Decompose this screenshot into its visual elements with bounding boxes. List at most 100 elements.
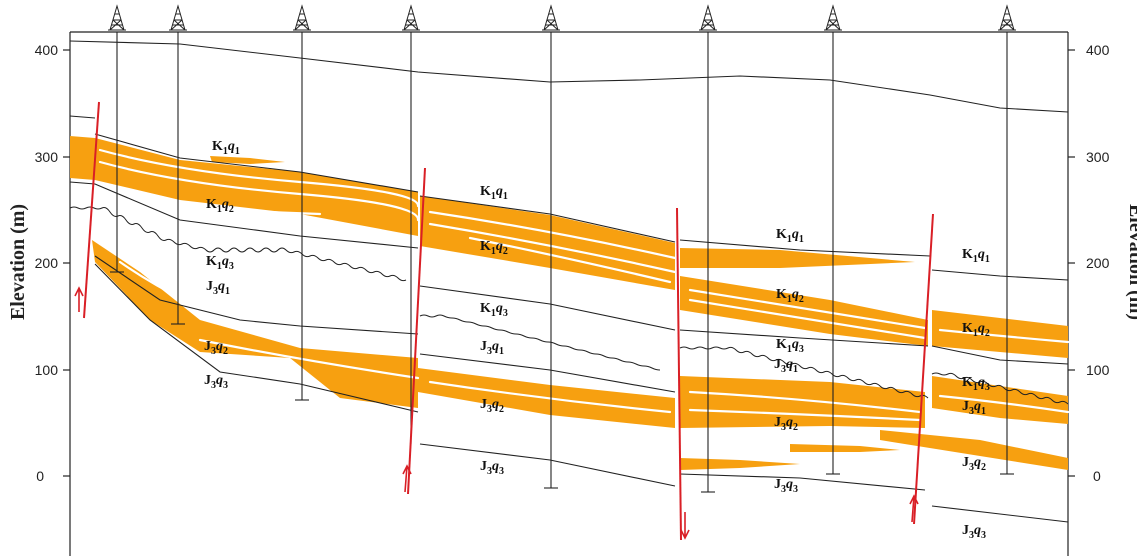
y-axis-title-left: Elevation (m) <box>7 204 29 320</box>
derrick-icon <box>824 4 842 31</box>
derrick-icon <box>169 4 187 31</box>
horizon-k1q2-base-2 <box>419 285 676 331</box>
tick-labels-right: 400 300 200 100 0 <box>1086 42 1110 484</box>
unit-label-j3q1-a: J3q1 <box>206 279 230 297</box>
derrick-icon <box>108 4 126 31</box>
unit-label-j3q2-d: J3q2 <box>962 455 986 473</box>
tick-label-200: 200 <box>35 255 59 271</box>
unit-label-k1q2-b: K1q2 <box>480 239 508 257</box>
fault-3 <box>676 207 682 541</box>
well-3 <box>295 32 309 401</box>
horizon-j3q3-top-4 <box>931 505 1069 523</box>
unit-label-j3q2-a: J3q2 <box>204 339 228 357</box>
tick-label-right-400: 400 <box>1086 42 1110 58</box>
fault-arrows <box>74 286 919 540</box>
interbed-8 <box>688 298 927 340</box>
interbed-12 <box>428 380 672 414</box>
unit-label-j3q2-b: J3q2 <box>480 397 504 415</box>
interbed-2 <box>98 160 420 222</box>
horizon-k1q1-top-1 <box>69 115 419 193</box>
unit-label-k1q1-d: K1q1 <box>962 247 990 265</box>
well-8 <box>1000 32 1014 475</box>
unit-label-k1q3-b: K1q3 <box>480 301 508 319</box>
sand-j3q2-block3-lens <box>680 458 800 470</box>
unit-label-k1q3-a: K1q3 <box>206 254 234 272</box>
interbed-9 <box>938 328 1070 344</box>
interbed-10 <box>118 260 302 342</box>
fault-4 <box>913 213 934 525</box>
horizon-k1q1-base-3 <box>679 239 931 257</box>
unit-label-k1q2-c: K1q2 <box>776 287 804 305</box>
arrow-up-icon <box>74 286 84 312</box>
tick-labels-left: 400 300 200 100 0 <box>35 42 59 484</box>
unit-label-j3q3-b: J3q3 <box>480 459 504 477</box>
unit-label-j3q3-d: J3q3 <box>962 523 986 541</box>
unit-label-j3q1-d: J3q1 <box>962 399 986 417</box>
horizon-k1q1-base-4 <box>931 269 1069 281</box>
interbed-13 <box>688 390 922 414</box>
arrow-up-icon <box>402 464 412 493</box>
unconformity-1 <box>69 206 407 282</box>
derrick-icons <box>108 4 1016 31</box>
interbeds <box>98 148 1070 422</box>
tick-label-100: 100 <box>35 362 59 378</box>
interbed-7 <box>688 288 927 330</box>
sand-j3q2-block3 <box>680 376 925 428</box>
horizon-j3q1-base-1 <box>94 255 419 335</box>
tick-label-right-300: 300 <box>1086 149 1110 165</box>
horizon-j3q1-base-2 <box>419 353 676 393</box>
derrick-icon <box>998 4 1016 31</box>
fault-1 <box>83 101 100 319</box>
sand-j3q2-block4 <box>880 430 1068 470</box>
interbed-3 <box>198 206 322 216</box>
horizon-k1q2-base-1 <box>69 181 419 249</box>
unit-label-j3q3-a: J3q3 <box>204 373 228 391</box>
unconformity-4 <box>931 372 1069 405</box>
axis-frame <box>69 31 1069 556</box>
tick-label-right-0: 0 <box>1093 468 1101 484</box>
interbed-14 <box>688 408 922 422</box>
arrow-down-icon <box>680 512 690 540</box>
unit-label-k1q1-b: K1q1 <box>480 184 508 202</box>
unit-labels: K1q1 K1q2 K1q3 J3q1 J3q2 J3q3 K1q1 K1q2 K1q3 J3q1… <box>204 139 990 541</box>
derrick-icon <box>542 4 560 31</box>
unit-label-k1q3-d: K1q3 <box>962 375 990 393</box>
unit-label-k1q1-a: K1q1 <box>212 139 240 157</box>
tick-label-right-100: 100 <box>1086 362 1110 378</box>
horizon-k1q2-base-4 <box>931 345 1069 365</box>
tick-label-300: 300 <box>35 149 59 165</box>
horizon-lines <box>69 40 1069 523</box>
unit-label-j3q1-c: J3q1 <box>774 357 798 375</box>
horizon-j3q3-top-1 <box>94 263 419 413</box>
interbed-11 <box>198 338 420 380</box>
sand-k1q2-upper-left <box>70 136 418 236</box>
wells <box>110 32 1014 493</box>
well-5 <box>544 32 558 489</box>
interbed-6 <box>468 236 672 284</box>
unit-label-j3q1-b: J3q1 <box>480 339 504 357</box>
horizon-j3q3-top-2 <box>419 443 676 487</box>
sand-k1q1-lens <box>210 156 285 164</box>
y-axis-title-right: Elevation (m) <box>1125 204 1137 320</box>
arrow-up-icon <box>909 494 919 523</box>
sand-k1q2-block2 <box>420 196 675 290</box>
interbed-15 <box>938 394 1070 414</box>
topography-line <box>69 40 1069 113</box>
unit-label-k1q1-c: K1q1 <box>776 227 804 245</box>
sand-j3q1-block4 <box>932 376 1068 424</box>
unit-label-k1q2-d: K1q2 <box>962 321 990 339</box>
sand-j3q2-block3-lens2 <box>790 444 900 452</box>
sand-bodies <box>70 136 1068 470</box>
horizon-k1q1-base-2 <box>419 195 676 243</box>
unit-label-j3q2-c: J3q2 <box>774 415 798 433</box>
unconformity-3 <box>679 346 929 399</box>
derrick-icon <box>402 4 420 31</box>
well-7 <box>826 32 840 475</box>
sand-k1q2-block4 <box>932 310 1068 358</box>
sand-j3q2-block1 <box>92 240 418 408</box>
sand-k1q2-block3 <box>680 248 915 268</box>
derrick-icon <box>699 4 717 31</box>
fault-2 <box>407 167 426 495</box>
unconformity-2 <box>419 314 661 371</box>
